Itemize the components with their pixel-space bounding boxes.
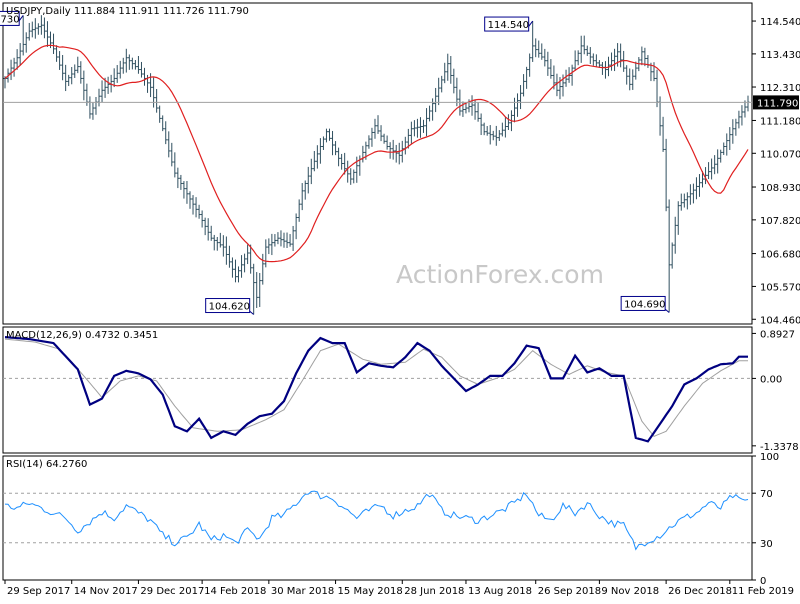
x-tick-label: 26 Sep 2018: [538, 586, 601, 597]
x-tick-label: 15 May 2018: [338, 586, 403, 597]
x-tick-label: 26 Dec 2018: [668, 586, 732, 597]
annotation-box: [620, 295, 666, 311]
annotation-box: [205, 298, 251, 314]
price-tick-label: 111.180: [760, 116, 800, 127]
price-tick-label: 110.070: [760, 149, 800, 160]
price-tick-label: 106.680: [760, 250, 800, 261]
price-tick-label: 113.430: [760, 50, 800, 61]
rsi-tick-label: 0: [760, 576, 766, 587]
macd-tick-label: -1.3378: [760, 442, 799, 453]
annotation-label: 104.690: [624, 299, 665, 310]
x-tick-label: 14 Feb 2018: [204, 586, 266, 597]
rsi-line: [4, 490, 749, 551]
price-title: USDJPY,Daily 111.884 111.911 111.726 111…: [6, 6, 249, 17]
macd-title: MACD(12,26,9) 0.4732 0.3451: [6, 330, 158, 341]
x-tick-label: 29 Dec 2017: [140, 586, 204, 597]
macd-line: [4, 336, 748, 443]
annotation-box: [484, 16, 530, 32]
annotation-label: 114.540: [488, 20, 529, 31]
macd-tick-label: 0.00: [760, 374, 782, 385]
macd-tick-label: 0.8927: [760, 329, 795, 340]
price-tick-label: 114.540: [760, 17, 800, 28]
annotation-label: 104.620: [209, 302, 250, 313]
rsi-tick-label: 70: [760, 489, 773, 500]
macd-panel-frame: [2, 326, 753, 454]
price-tick-label: 107.820: [760, 216, 800, 227]
x-tick-label: 28 Jun 2018: [404, 586, 464, 597]
price-tick-label: 112.310: [760, 83, 800, 94]
annotation-box: [0, 10, 20, 26]
last-price-label-box: [753, 95, 799, 110]
price-tick-label: 104.460: [760, 315, 800, 326]
x-tick-label: 13 Aug 2018: [468, 586, 532, 597]
x-tick-label: 14 Nov 2017: [74, 586, 138, 597]
moving-average-line: [4, 44, 749, 263]
rsi-panel-frame: [2, 455, 753, 581]
price-panel-frame: [2, 2, 753, 325]
price-tick-label: 105.570: [760, 282, 800, 293]
watermark: ActionForex.com: [396, 260, 604, 289]
rsi-tick-label: 30: [760, 539, 773, 550]
annotation-label: 114.730: [0, 14, 20, 25]
x-tick-label: 30 Mar 2018: [271, 586, 334, 597]
rsi-tick-label: 100: [760, 452, 779, 463]
x-tick-label: 11 Feb 2019: [732, 586, 794, 597]
last-price-label: 111.790: [757, 98, 798, 109]
x-tick-label: 9 Nov 2018: [601, 586, 659, 597]
price-tick-label: 108.930: [760, 183, 800, 194]
x-tick-label: 29 Sep 2017: [7, 586, 70, 597]
rsi-title: RSI(14) 64.2760: [6, 459, 87, 470]
